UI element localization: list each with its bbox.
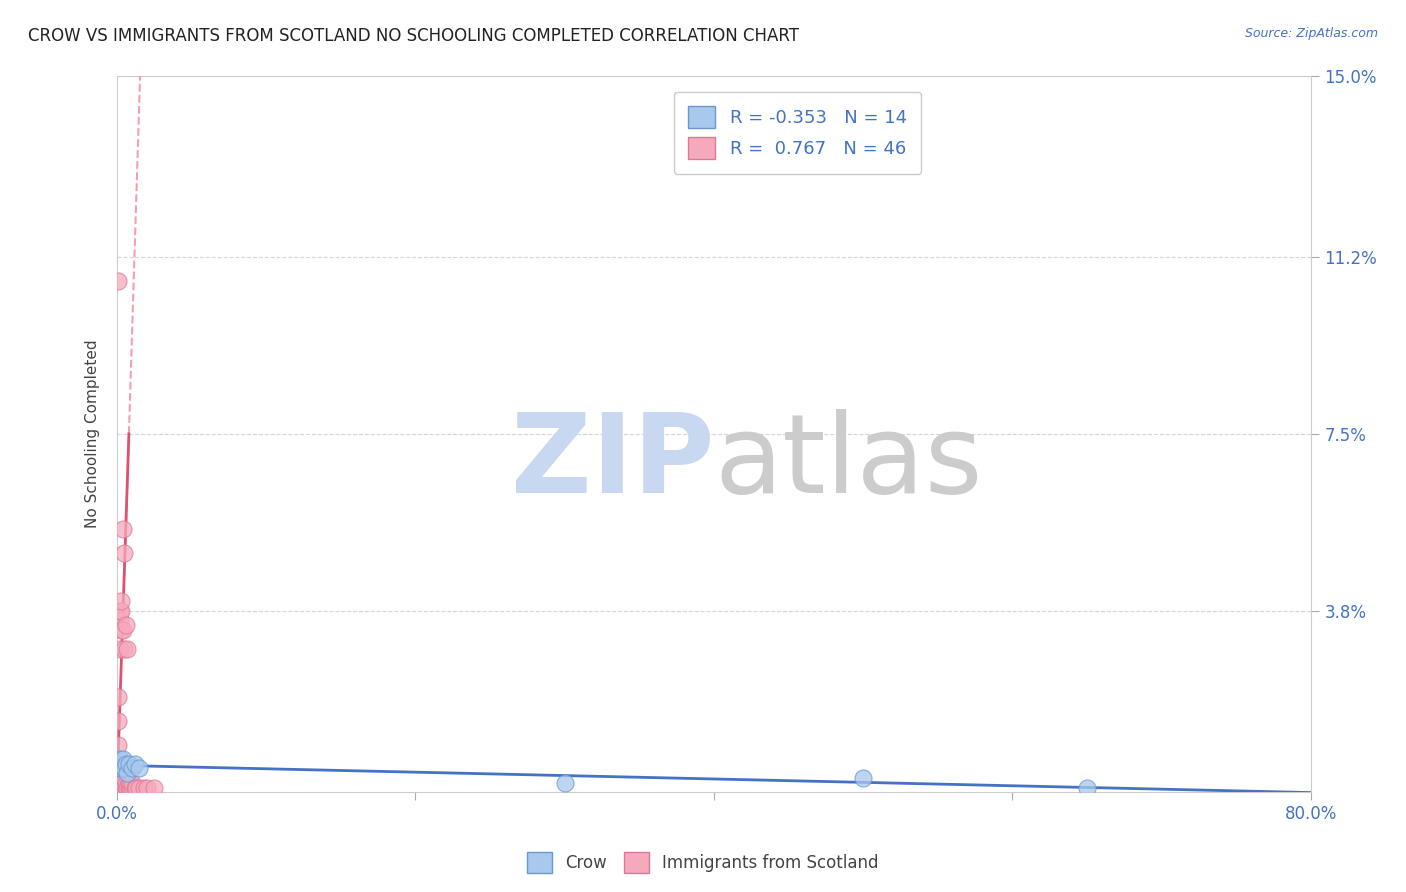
Point <box>111 780 134 795</box>
Point <box>107 771 129 785</box>
Y-axis label: No Schooling Completed: No Schooling Completed <box>86 340 100 528</box>
Point <box>110 623 132 637</box>
Point <box>135 780 157 795</box>
Point <box>107 780 129 795</box>
Text: ZIP: ZIP <box>510 409 714 516</box>
Point <box>121 780 143 795</box>
Point <box>111 623 134 637</box>
Point <box>112 780 135 795</box>
Text: CROW VS IMMIGRANTS FROM SCOTLAND NO SCHOOLING COMPLETED CORRELATION CHART: CROW VS IMMIGRANTS FROM SCOTLAND NO SCHO… <box>28 27 799 45</box>
Point <box>110 761 132 775</box>
Point <box>108 775 131 789</box>
Point <box>115 756 138 771</box>
Text: atlas: atlas <box>714 409 983 516</box>
Point <box>120 780 142 795</box>
Legend: Crow, Immigrants from Scotland: Crow, Immigrants from Scotland <box>520 846 886 880</box>
Point <box>110 780 132 795</box>
Point <box>107 714 129 728</box>
Point <box>118 775 141 789</box>
Point <box>115 780 138 795</box>
Point <box>107 785 129 799</box>
Point <box>108 752 131 766</box>
Point <box>112 761 135 775</box>
Point <box>124 756 146 771</box>
Point <box>108 613 131 627</box>
Point <box>108 604 131 618</box>
Point <box>112 546 135 560</box>
Text: Source: ZipAtlas.com: Source: ZipAtlas.com <box>1244 27 1378 40</box>
Point <box>124 780 146 795</box>
Point <box>107 780 129 795</box>
Point <box>107 738 129 752</box>
Point <box>117 780 139 795</box>
Point <box>107 775 129 789</box>
Point <box>108 785 131 799</box>
Point <box>125 780 148 795</box>
Point <box>110 604 132 618</box>
Point <box>110 775 132 789</box>
Point <box>121 761 143 775</box>
Point <box>118 780 141 795</box>
Point <box>121 775 143 789</box>
Point <box>132 780 155 795</box>
Point <box>852 771 875 785</box>
Point <box>107 766 129 780</box>
Point <box>111 775 134 789</box>
Point <box>115 775 138 789</box>
Point <box>554 775 576 789</box>
Point <box>107 690 129 704</box>
Point <box>108 642 131 657</box>
Point <box>143 780 166 795</box>
Point <box>112 642 135 657</box>
Point <box>108 780 131 795</box>
Point <box>117 642 139 657</box>
Point <box>120 775 142 789</box>
Point <box>117 766 139 780</box>
Point <box>115 618 138 632</box>
Point <box>118 756 141 771</box>
Point <box>1076 780 1098 795</box>
Point <box>128 761 150 775</box>
Point <box>108 780 131 795</box>
Point <box>111 752 134 766</box>
Point <box>110 594 132 608</box>
Point <box>108 775 131 789</box>
Legend: R = -0.353   N = 14, R =  0.767   N = 46: R = -0.353 N = 14, R = 0.767 N = 46 <box>673 92 921 174</box>
Point <box>107 274 129 288</box>
Point <box>128 780 150 795</box>
Point <box>107 756 129 771</box>
Point <box>111 523 134 537</box>
